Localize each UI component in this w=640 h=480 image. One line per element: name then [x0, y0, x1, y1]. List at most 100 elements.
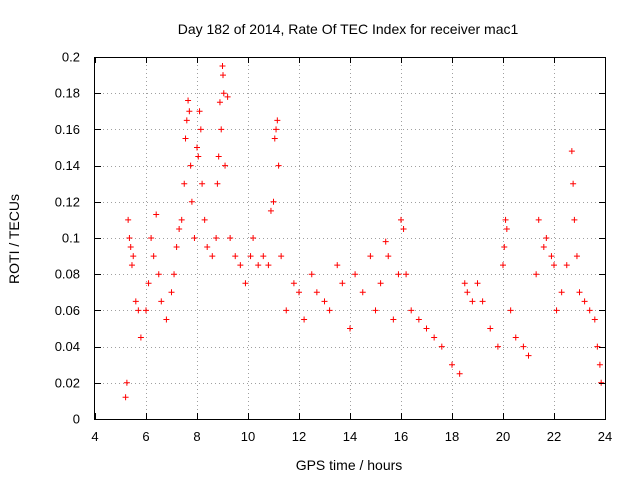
data-point	[525, 352, 532, 359]
data-point	[255, 262, 262, 269]
data-point	[377, 280, 384, 287]
x-tick-label: 10	[241, 429, 255, 444]
data-point	[191, 235, 198, 241]
data-point	[543, 235, 550, 241]
y-tick-label: 0.18	[55, 86, 80, 101]
data-point	[137, 334, 144, 341]
data-point	[400, 225, 407, 232]
x-tick-label: 14	[343, 429, 357, 444]
data-point	[187, 162, 194, 169]
data-point	[224, 93, 231, 100]
data-point	[576, 289, 583, 296]
y-tick-label: 0.02	[55, 375, 80, 390]
data-point	[339, 280, 346, 287]
data-point	[487, 325, 494, 332]
x-tick-label: 16	[394, 429, 408, 444]
y-tick-label: 0.14	[55, 158, 80, 173]
data-point	[220, 72, 227, 79]
data-point	[145, 280, 152, 287]
data-point	[535, 216, 542, 223]
data-point	[501, 244, 508, 251]
data-point	[209, 253, 216, 260]
data-point	[308, 271, 315, 278]
data-point	[382, 238, 389, 245]
data-point	[185, 97, 192, 104]
data-point	[456, 370, 463, 377]
x-tick-label: 8	[193, 429, 200, 444]
data-point	[158, 298, 165, 305]
data-point	[372, 307, 379, 314]
data-point	[127, 244, 134, 251]
data-point	[596, 361, 603, 368]
data-point	[503, 225, 510, 232]
x-tick-labels: 4 6 8 10 12 14 16 18 20 22 24	[91, 429, 612, 444]
data-point	[321, 298, 328, 305]
data-point	[222, 162, 229, 169]
data-point	[125, 216, 132, 223]
data-point	[474, 280, 481, 287]
data-point	[367, 253, 374, 260]
data-point	[201, 216, 208, 223]
data-point	[568, 148, 575, 155]
data-point	[326, 307, 333, 314]
data-point	[220, 90, 227, 97]
data-point	[533, 271, 540, 278]
data-point	[398, 216, 404, 223]
data-point	[242, 280, 249, 287]
y-tick-label: 0.08	[55, 267, 80, 282]
y-tick-label: 0.2	[62, 50, 80, 65]
data-point	[218, 126, 225, 133]
data-point	[123, 379, 130, 386]
x-tick-label: 22	[547, 429, 561, 444]
data-points	[122, 63, 605, 401]
data-point	[130, 253, 137, 260]
y-tick-labels: 0 0.02 0.04 0.06 0.08 0.1 0.12 0.14 0.16 0.18 0.2	[55, 50, 80, 427]
data-point	[553, 307, 560, 314]
data-point	[275, 162, 282, 169]
data-point	[502, 216, 509, 223]
data-point	[415, 316, 422, 323]
data-point	[464, 289, 471, 296]
data-point	[461, 280, 468, 287]
data-point	[571, 216, 578, 223]
data-point	[301, 316, 308, 323]
data-point	[267, 207, 274, 214]
data-point	[507, 307, 514, 314]
data-point	[431, 334, 438, 341]
data-point	[512, 334, 519, 341]
data-point	[520, 343, 527, 350]
data-point	[153, 211, 160, 218]
data-point	[168, 289, 175, 296]
data-point	[352, 271, 359, 278]
data-point	[359, 289, 366, 296]
data-point	[278, 253, 285, 260]
data-point	[148, 235, 155, 241]
data-point	[155, 271, 162, 278]
data-point	[178, 216, 185, 223]
data-point	[296, 289, 302, 296]
data-point	[594, 343, 601, 350]
data-point	[188, 198, 195, 205]
data-point	[586, 307, 593, 314]
data-point	[215, 153, 222, 160]
y-tick-label: 0.12	[55, 194, 80, 209]
data-point	[181, 180, 188, 187]
data-point	[423, 325, 430, 332]
data-point	[171, 271, 178, 278]
x-tick-label: 6	[142, 429, 149, 444]
data-point	[438, 343, 445, 350]
data-point	[558, 289, 565, 296]
data-point	[232, 253, 239, 260]
x-tick-label: 4	[91, 429, 98, 444]
y-tick-label: 0.06	[55, 303, 80, 318]
y-tick-label: 0.16	[55, 122, 80, 137]
data-point	[581, 298, 588, 305]
data-point	[408, 307, 415, 314]
data-point	[214, 180, 221, 187]
data-point	[216, 99, 223, 106]
data-point	[135, 307, 142, 314]
data-point	[274, 117, 281, 124]
data-point	[183, 117, 190, 124]
data-point	[313, 289, 320, 296]
